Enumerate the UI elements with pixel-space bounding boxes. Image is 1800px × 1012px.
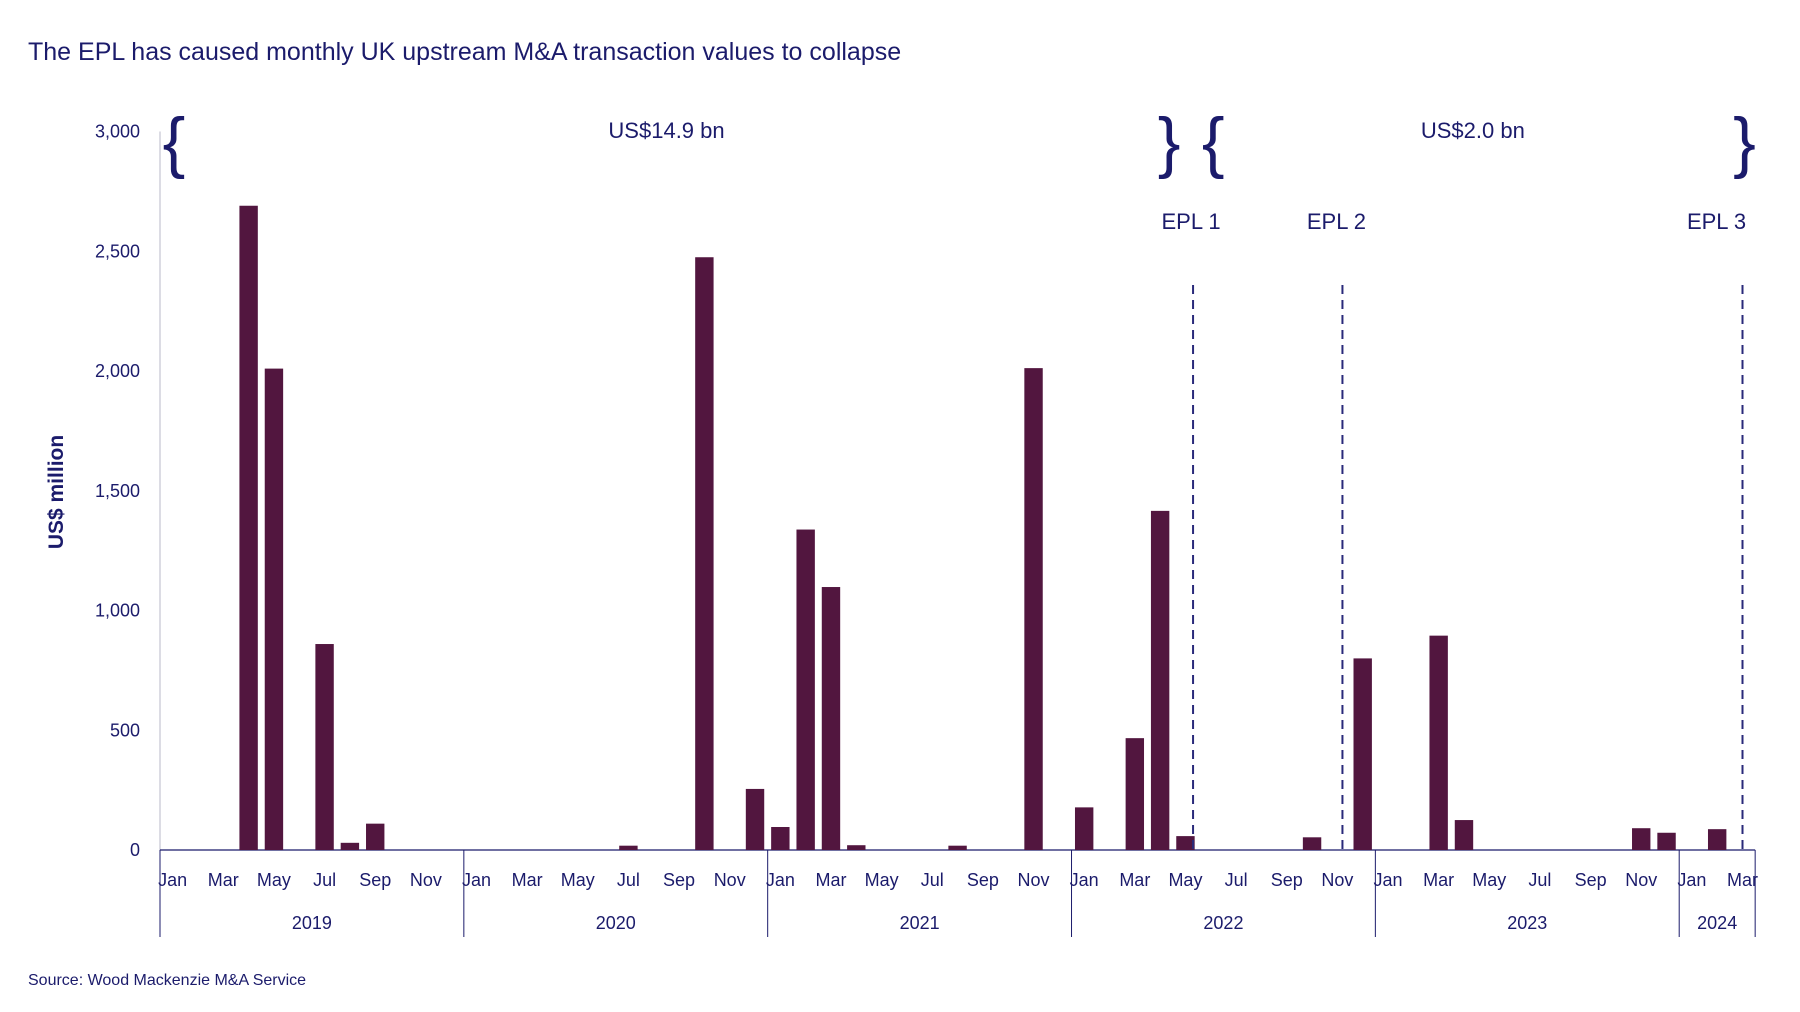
- y-tick-label: 0: [130, 840, 140, 860]
- bar: [1632, 828, 1651, 850]
- bar: [239, 205, 258, 850]
- year-label: 2019: [292, 913, 332, 933]
- x-tick-label: Nov: [1018, 870, 1050, 890]
- bar: [1074, 807, 1094, 850]
- x-tick-label: Jan: [462, 870, 491, 890]
- bar: [745, 788, 765, 850]
- x-tick-label: Jan: [766, 870, 795, 890]
- year-label: 2021: [900, 913, 940, 933]
- bar: [1125, 738, 1145, 850]
- x-tick-label: Mar: [1727, 870, 1758, 890]
- source-note: Source: Wood Mackenzie M&A Service: [28, 972, 307, 989]
- bar: [315, 644, 334, 850]
- bar: [948, 845, 967, 850]
- bar: [1302, 837, 1322, 850]
- bar: [1454, 820, 1474, 850]
- x-tick-label: Nov: [714, 870, 746, 890]
- x-tick-label: May: [1472, 870, 1506, 890]
- x-tick-label: Jul: [617, 870, 640, 890]
- bar: [1353, 658, 1372, 850]
- bar: [264, 368, 284, 850]
- x-tick-label: Mar: [815, 870, 846, 890]
- bar: [340, 842, 360, 850]
- x-tick-label: Sep: [663, 870, 695, 890]
- x-tick-label: Mar: [208, 870, 239, 890]
- bar: [619, 845, 638, 850]
- y-tick-label: 1,000: [95, 601, 140, 621]
- year-label: 2024: [1697, 913, 1737, 933]
- x-tick-label: Jul: [921, 870, 944, 890]
- x-tick-label: Mar: [512, 870, 543, 890]
- right-brace-icon: }: [1158, 104, 1181, 180]
- bar: [1024, 368, 1043, 850]
- x-tick-label: May: [1168, 870, 1202, 890]
- period-total-label: US$2.0 bn: [1421, 118, 1525, 143]
- x-tick-label: May: [257, 870, 291, 890]
- epl-event-label: EPL 1: [1161, 209, 1220, 234]
- left-brace-icon: {: [1202, 104, 1225, 180]
- year-label: 2023: [1507, 913, 1547, 933]
- year-label: 2022: [1203, 913, 1243, 933]
- x-tick-label: Jan: [158, 870, 187, 890]
- period-total-label: US$14.9 bn: [608, 118, 724, 143]
- x-tick-label: Mar: [1119, 870, 1150, 890]
- x-tick-label: Jul: [1528, 870, 1551, 890]
- bar: [847, 845, 866, 850]
- x-tick-label: Jan: [1374, 870, 1403, 890]
- y-tick-label: 3,000: [95, 122, 140, 142]
- bar: [1150, 510, 1170, 850]
- y-tick-label: 500: [110, 720, 140, 740]
- epl-event-label: EPL 2: [1307, 209, 1366, 234]
- x-tick-label: Nov: [1625, 870, 1657, 890]
- y-tick-label: 1,500: [95, 481, 140, 501]
- x-tick-label: Jan: [1677, 870, 1706, 890]
- bar: [796, 529, 815, 850]
- bar: [821, 587, 841, 850]
- x-tick-label: Sep: [1575, 870, 1607, 890]
- bar: [1176, 836, 1195, 850]
- y-tick-label: 2,500: [95, 241, 140, 261]
- bar: [695, 257, 714, 850]
- bar: [1657, 832, 1676, 850]
- bar: [366, 823, 385, 850]
- x-tick-label: May: [865, 870, 899, 890]
- x-tick-label: Jan: [1070, 870, 1099, 890]
- x-tick-label: Sep: [967, 870, 999, 890]
- epl-event-label: EPL 3: [1687, 209, 1746, 234]
- x-tick-label: Sep: [359, 870, 391, 890]
- x-tick-label: Mar: [1423, 870, 1454, 890]
- right-brace-icon: }: [1733, 104, 1756, 180]
- x-tick-label: May: [561, 870, 595, 890]
- year-label: 2020: [596, 913, 636, 933]
- bar: [1429, 635, 1448, 850]
- bar: [1707, 829, 1727, 850]
- chart-title: The EPL has caused monthly UK upstream M…: [28, 38, 902, 66]
- y-axis-title: US$ million: [45, 435, 68, 549]
- y-tick-label: 2,000: [95, 361, 140, 381]
- left-brace-icon: {: [163, 104, 186, 180]
- x-tick-label: Jul: [313, 870, 336, 890]
- x-tick-label: Nov: [1321, 870, 1353, 890]
- x-tick-label: Nov: [410, 870, 442, 890]
- x-tick-label: Jul: [1225, 870, 1248, 890]
- x-tick-label: Sep: [1271, 870, 1303, 890]
- bar: [771, 827, 790, 850]
